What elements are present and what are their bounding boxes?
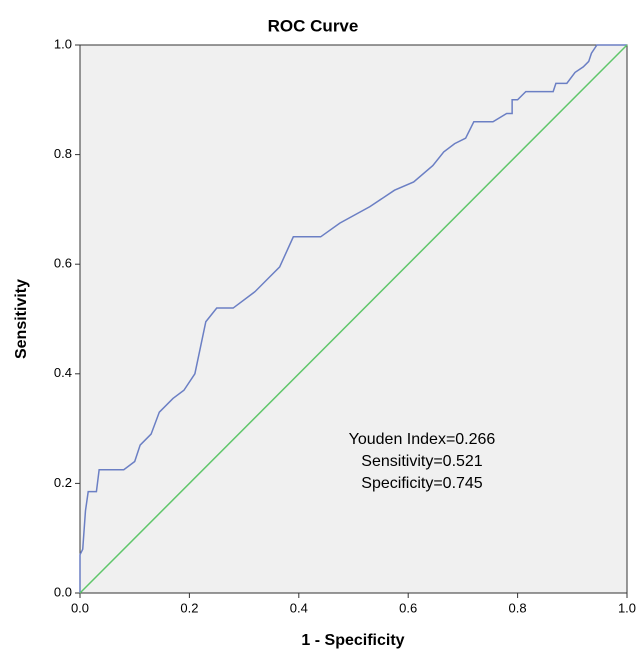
line (79, 44, 627, 593)
y-tick-label: 0.6 (54, 256, 72, 271)
line (79, 44, 628, 594)
x-axis-label: 1 - Specificity (301, 632, 404, 649)
y-tick-label: 0.2 (54, 475, 72, 490)
x-tick-label: 0.6 (399, 600, 417, 615)
y-tick-label: 0.8 (54, 146, 72, 161)
x-tick-label: 0.8 (509, 600, 527, 615)
x-tick-label: 0.4 (290, 600, 308, 615)
annotation: Specificity=0.745 (361, 475, 483, 492)
x-tick-label: 0.2 (180, 600, 198, 615)
y-tick-label: 0.4 (54, 365, 72, 380)
y-axis-label: Sensitivity (13, 279, 30, 359)
chart-title: ROC Curve (268, 16, 359, 35)
annotation: Sensitivity=0.521 (361, 453, 483, 470)
x-tick-label: 0.0 (71, 600, 89, 615)
y-tick-label: 0.0 (54, 584, 72, 599)
y-tick-label: 1.0 (54, 36, 72, 51)
x-tick-label: 1.0 (618, 600, 636, 615)
annotation: Youden Index=0.266 (349, 431, 496, 448)
